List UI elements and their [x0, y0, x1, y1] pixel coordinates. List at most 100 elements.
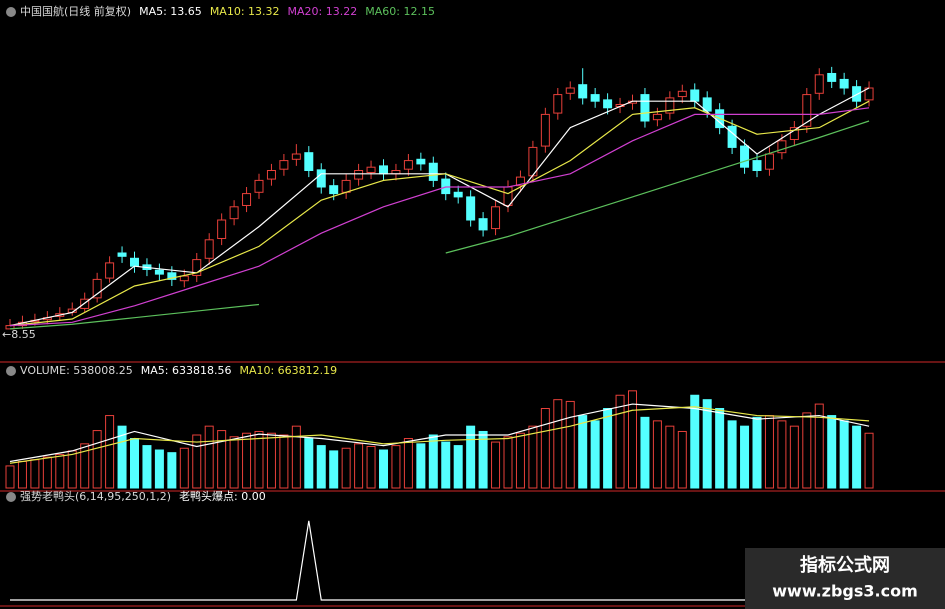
volume-bar [92, 430, 102, 489]
volume-bar [814, 403, 824, 489]
watermark-title: 指标公式网 [800, 554, 890, 576]
volume-bar [478, 430, 488, 489]
candle-body [279, 160, 289, 170]
candle-body [652, 113, 662, 121]
volume-bar [366, 445, 376, 489]
candle-body [192, 259, 202, 276]
candle-body [515, 176, 525, 187]
candle-body [229, 206, 239, 220]
volume-bar [154, 449, 164, 489]
candle-body [740, 145, 750, 168]
candle-body [266, 170, 276, 180]
volume-bar [540, 408, 550, 489]
candle-body [341, 179, 351, 193]
candle-body [839, 78, 849, 89]
candle-body [789, 127, 799, 140]
candle-body [478, 218, 488, 231]
volume-bar [503, 436, 513, 489]
candle-body [105, 262, 115, 279]
volume-bar [802, 412, 812, 489]
volume-bar [528, 425, 538, 489]
candle-body [553, 94, 563, 114]
volume-bar [204, 425, 214, 489]
volume-bar [852, 425, 862, 489]
legend-entry: MA5: 633818.56 [141, 364, 232, 377]
volume-bar [316, 445, 326, 489]
volume-bar [690, 394, 700, 489]
volume-bar [640, 416, 650, 489]
candle-body [379, 165, 388, 175]
volume-bar [379, 449, 388, 489]
volume-bar [217, 430, 227, 489]
ma-line [9, 403, 870, 463]
candle-body [316, 169, 326, 188]
volume-bar [740, 425, 750, 489]
candle-body [814, 74, 824, 94]
candle-body [466, 196, 476, 221]
volume-bar [291, 425, 301, 489]
volume-bar [553, 399, 563, 489]
candle-body [752, 160, 762, 172]
volume-bar [242, 432, 252, 489]
volume-bar [5, 465, 15, 489]
volume-bar [354, 443, 364, 489]
panels: ←8.55 中国国航(日线 前复权) MA5: 13.65 MA10: 13.32 MA… [2, 4, 874, 601]
candle-body [254, 179, 264, 193]
legend-entry: 老鸭头爆点: 0.00 [179, 489, 266, 503]
candle-body [154, 269, 164, 275]
volume-bar [515, 432, 525, 489]
volume-bar [441, 441, 451, 489]
volume-bar [42, 456, 52, 489]
candle-body [565, 87, 575, 94]
volume-bar [752, 416, 762, 489]
volume-bar [105, 415, 115, 489]
candle-body [677, 90, 687, 98]
volume-bar [279, 434, 289, 489]
legend-entry: MA5: 13.65 [139, 5, 202, 18]
candle-body [242, 193, 252, 206]
volume-bar [839, 420, 849, 489]
panel-title: 中国国航(日线 前复权) [20, 4, 131, 18]
volume-bar [764, 415, 774, 489]
volume-bar [777, 420, 787, 489]
volume-bar [179, 447, 189, 489]
candle-body [403, 160, 413, 170]
volume-bar [590, 420, 600, 489]
candle-body [453, 191, 463, 198]
volume-bar [428, 434, 438, 489]
volume-bar [266, 432, 276, 489]
candle-body [590, 94, 600, 102]
panel-title: 强势老鸭头(6,14,95,250,1,2) [20, 490, 171, 503]
candle-body [764, 153, 774, 170]
legend-entry: MA10: 13.32 [210, 5, 280, 18]
legend-entry: MA60: 12.15 [365, 5, 435, 18]
volume-bar [341, 447, 351, 489]
ma-line [9, 120, 870, 330]
volume-bar [17, 461, 27, 489]
panel-icon [6, 492, 16, 502]
volume-bar [192, 434, 202, 489]
volume-bar [578, 415, 588, 489]
volume-bar [167, 452, 177, 489]
ma-line [9, 100, 870, 327]
volume-bar [727, 420, 737, 489]
volume-bar [665, 425, 675, 489]
volume-bar [652, 420, 662, 489]
candle-body [304, 152, 314, 171]
volume-bar [677, 430, 687, 489]
volume-bar [416, 443, 426, 489]
candle-body [329, 185, 339, 195]
volume-bar [229, 436, 239, 489]
candle-body [665, 97, 675, 114]
volume-bar [130, 438, 139, 489]
volume-bar [117, 425, 127, 489]
candle-body [117, 252, 127, 257]
ma-line [9, 406, 870, 464]
volume-bar [715, 408, 725, 489]
candle-body [428, 162, 438, 181]
candle-body [354, 170, 364, 180]
candle-body [441, 178, 451, 195]
candle-body [777, 140, 787, 154]
candle-body [540, 113, 550, 147]
